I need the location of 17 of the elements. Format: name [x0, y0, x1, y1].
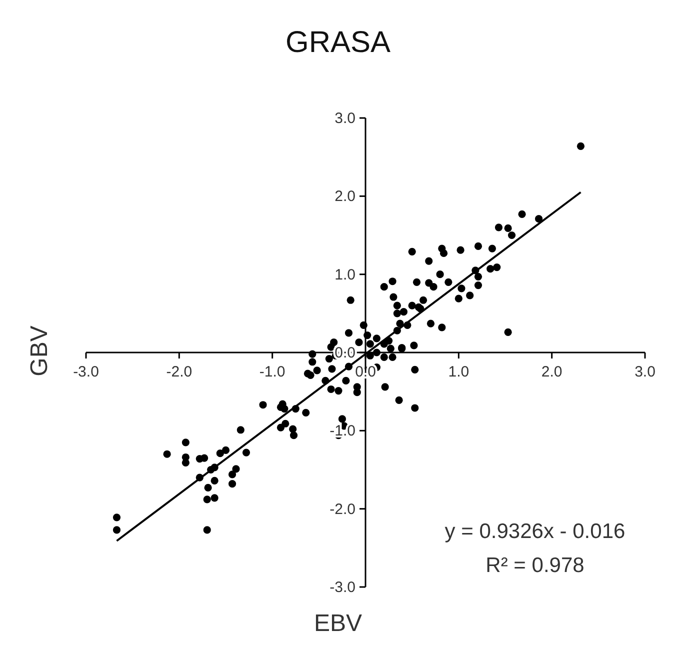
x-tick-label: -2.0 — [166, 364, 192, 380]
y-tick-label: -1.0 — [330, 422, 356, 440]
x-tick-label: -1.0 — [259, 364, 286, 380]
chart-title: GRASA — [284, 26, 392, 60]
y-tick-label: 1.0 — [334, 266, 356, 284]
annotation: R² = 0.978 — [484, 554, 586, 578]
y-tick-label: 3.0 — [334, 110, 356, 127]
x-tick-label: -3.0 — [73, 364, 99, 380]
y-tick-label: -2.0 — [330, 500, 356, 518]
y-tick-label: 2.0 — [334, 188, 356, 206]
y-tick-label: -3.0 — [330, 579, 356, 596]
y-axis-title: GBV — [26, 324, 54, 378]
x-tick-label: 3.0 — [634, 364, 656, 380]
x-tick-label: 2.0 — [541, 364, 562, 380]
x-tick-label: 1.0 — [448, 364, 470, 380]
x-axis-title: EBV — [312, 610, 364, 638]
annotation: y = 0.9326x - 0.016 — [444, 520, 626, 544]
